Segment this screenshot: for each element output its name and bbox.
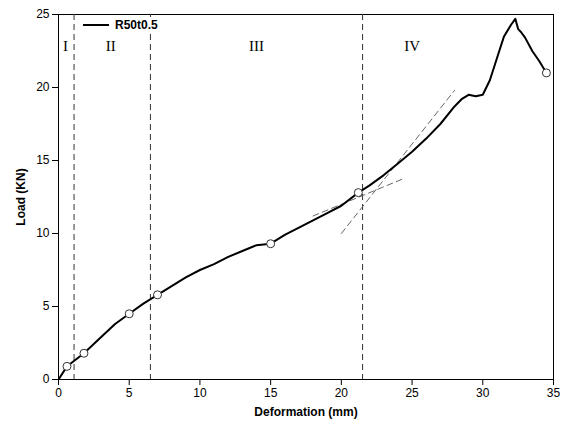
svg-text:10: 10	[193, 386, 207, 400]
svg-text:20: 20	[335, 386, 349, 400]
svg-text:I: I	[63, 38, 68, 54]
svg-text:15: 15	[264, 386, 278, 400]
html-text:R50t0.5: R50t0.5	[115, 18, 158, 32]
svg-text:Load (KN): Load (KN)	[14, 168, 28, 225]
svg-text:30: 30	[476, 386, 490, 400]
svg-text:10: 10	[36, 226, 50, 240]
svg-text:III: III	[249, 38, 264, 54]
svg-text:5: 5	[126, 386, 133, 400]
svg-text:15: 15	[36, 153, 50, 167]
svg-text:II: II	[106, 38, 116, 54]
svg-text:IV: IV	[404, 38, 420, 54]
svg-text:0: 0	[55, 386, 62, 400]
svg-text:0: 0	[43, 372, 50, 386]
svg-text:Deformation (mm): Deformation (mm)	[254, 405, 357, 419]
svg-text:20: 20	[36, 80, 50, 94]
svg-text:25: 25	[36, 7, 50, 21]
svg-text:5: 5	[43, 299, 50, 313]
svg-text:35: 35	[547, 386, 561, 400]
svg-text:25: 25	[405, 386, 419, 400]
